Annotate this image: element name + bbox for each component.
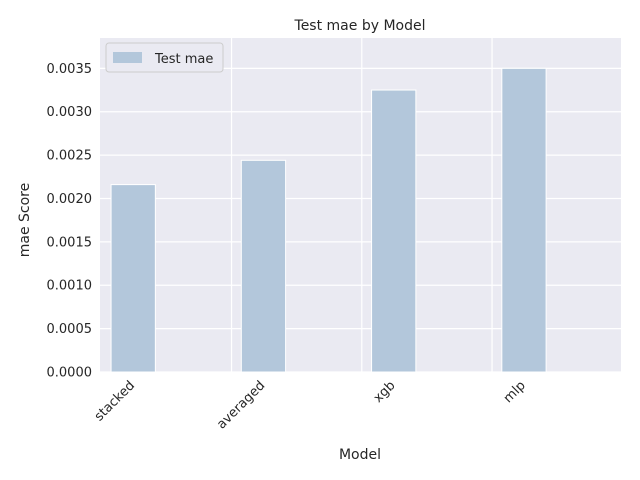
- x-tick-label: averaged: [214, 378, 268, 432]
- x-tick-label: mlp: [501, 378, 529, 406]
- legend-swatch: [113, 52, 142, 63]
- x-tick-labels: stacked averaged xgb mlp: [92, 378, 529, 432]
- chart-title: Test mae by Model: [294, 18, 426, 34]
- legend: Test mae: [105, 42, 224, 73]
- y-tick-label: 0.0015: [47, 235, 93, 250]
- x-tick-label: stacked: [92, 378, 138, 424]
- bar-stacked: [110, 184, 156, 373]
- x-axis-label: Model: [339, 447, 381, 463]
- y-tick-label: 0.0005: [47, 322, 93, 337]
- bar-xgb: [371, 89, 417, 373]
- y-tick-label: 0.0025: [47, 149, 93, 164]
- y-tick-label: 0.0035: [47, 62, 93, 77]
- vertical-gridlines: [230, 38, 493, 372]
- y-axis-label: mae Score: [17, 183, 33, 258]
- y-tick-label: 0.0030: [47, 105, 93, 120]
- bar-averaged: [240, 159, 287, 373]
- y-tick-label: 0.0010: [47, 279, 93, 294]
- y-tick-label: 0.0000: [47, 366, 93, 381]
- y-tick-labels: 0.0000 0.0005 0.0010 0.0015 0.0020 0.0025 0.00…: [47, 62, 93, 381]
- bars: [110, 67, 547, 373]
- y-tick-label: 0.0020: [47, 192, 93, 207]
- x-tick-label: xgb: [371, 378, 399, 406]
- bar-mlp: [501, 67, 547, 373]
- legend-label: Test mae: [154, 52, 213, 67]
- legend-box: [105, 42, 224, 73]
